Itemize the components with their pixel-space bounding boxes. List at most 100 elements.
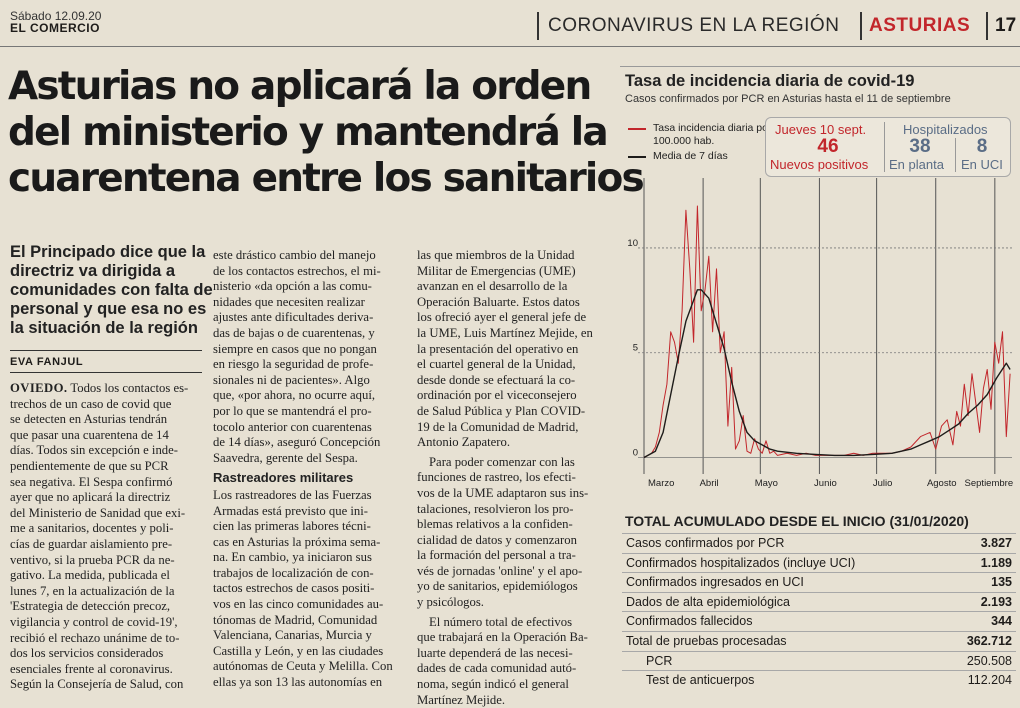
body-column-2: este drástico cambio del manejo de los co… — [213, 248, 409, 691]
chart-title: Tasa de incidencia diaria de covid-19 — [625, 72, 915, 90]
table-title: TOTAL ACUMULADO DESDE EL INICIO (31/01/2… — [625, 513, 969, 529]
table-row-value: 2.193 — [980, 594, 1012, 609]
table-row-label: Confirmados ingresados en UCI — [626, 575, 804, 590]
byline-rule — [10, 350, 202, 351]
body-text-line: Operación Baluarte. Estos datos — [417, 294, 580, 309]
seven-day-average-line — [643, 289, 1011, 459]
table-row-value: 344 — [991, 614, 1012, 629]
table-row-label: Test de anticuerpos — [646, 673, 755, 688]
table-row: Confirmados hospitalizados (incluye UCI)… — [622, 552, 1016, 573]
chart-legend: Tasa incidencia diaria por 100.000 hab. … — [628, 122, 778, 166]
body-text-line: Para poder comenzar con las — [429, 454, 575, 469]
byline-rule — [10, 372, 202, 373]
body-text-line: luarte dependerá de las necesi- — [417, 645, 573, 660]
page-number: 17 — [995, 15, 1017, 36]
body-text-line: sea negativa. El Sespa confirmó — [10, 474, 173, 489]
subhead-line: la situación de la región — [10, 319, 198, 337]
stats-day: Jueves 10 sept. — [775, 122, 867, 137]
body-text-line: Armadas está previsto que ini- — [213, 503, 369, 518]
table-row-value: 112.204 — [967, 673, 1012, 688]
header-divider — [860, 12, 862, 40]
body-text-line: vés de jornadas 'online' y el apo- — [417, 563, 583, 578]
ward-label: En planta — [889, 157, 944, 172]
table-row-label: Casos confirmados por PCR — [626, 536, 785, 550]
legend-swatch — [628, 156, 646, 158]
headline-line: cuarentena entre los sanitarios — [8, 156, 645, 201]
subhead-line: El Principado dice que la — [10, 243, 206, 261]
table-row: Total de pruebas procesadas 362.712 — [622, 630, 1016, 651]
body-text-line: ellas ya son 13 las autonomías en — [213, 675, 383, 690]
x-tick-label: Septiembre — [965, 478, 1014, 489]
y-tick-label: 0 — [633, 448, 638, 459]
table-row: PCR 250.508 — [622, 650, 1016, 671]
body-text-line: el cuartel general de la Unidad, — [417, 357, 576, 372]
stats-box — [765, 117, 1011, 177]
body-text-line: sionales ni de pacientes». Algo — [213, 372, 370, 387]
totals-table: Casos confirmados por PCR 3.827 Confirmado… — [622, 533, 1016, 690]
article-headline: Asturias no aplicará la orden del minist… — [8, 64, 645, 202]
y-tick-label: 5 — [633, 343, 638, 354]
body-text-line: Martínez Mejide. — [417, 692, 506, 707]
body-text-line: nidades que necesiten realizar — [213, 294, 365, 309]
body-text-line: Antonio Zapatero. — [417, 435, 511, 450]
new-positives-label: Nuevos positivos — [770, 157, 869, 172]
body-text-line: talaciones, resolvieron los pro- — [417, 501, 574, 516]
body-text-line: avanzan en el desarrollo de la — [417, 279, 568, 294]
body-text-line: las que miembros de la Unidad — [417, 248, 575, 262]
stats-divider — [955, 138, 956, 172]
body-text-line: ajustes ante dificultades deriva- — [213, 310, 374, 325]
body-text-line: noma, según indicó el general — [417, 677, 569, 692]
body-text-line: de 14 días», aseguró Concepción — [213, 435, 381, 450]
body-text-line: desde donde se efectuará la co- — [417, 372, 576, 387]
daily-rate-line — [643, 205, 1011, 458]
body-text-line: esenciales frente al coronavirus. — [10, 661, 173, 676]
body-text-line: tocolo anterior con cuarentenas — [213, 419, 372, 434]
chart-top-rule — [620, 66, 1020, 67]
body-text-line: blemas relativos a la confiden- — [417, 517, 573, 532]
body-text-line: Los rastreadores de las Fuerzas — [213, 487, 372, 502]
body-text-line: trechos de un caso de covid que — [10, 396, 172, 411]
legend-item-daily: Tasa incidencia diaria por 100.000 hab. — [628, 122, 778, 147]
table-row: Casos confirmados por PCR 3.827 — [622, 533, 1016, 553]
body-text-line: en riesgo la seguridad de profe- — [213, 357, 374, 372]
body-text-line: días. Todos sin excepción e inde- — [10, 443, 179, 458]
new-positives-value: 46 — [817, 136, 839, 157]
body-text-line: El número total de efectivos — [429, 614, 573, 629]
subhead-line: comunidades con falta de — [10, 281, 213, 299]
body-text-line: 19 de la Comunidad de Madrid, — [417, 419, 579, 434]
body-column-1: OVIEDO. Todos los contactos es-trechos d… — [10, 381, 206, 693]
body-text-line: gativo. La medida, publicada el — [10, 568, 170, 583]
header-divider — [537, 12, 539, 40]
body-text-line: de los contactos estrechos, el mi- — [213, 263, 381, 278]
byline: EVA FANJUL — [10, 356, 84, 368]
body-text-line: cialidad de datos y comenzaron — [417, 532, 577, 547]
article-subhead: El Principado dice que la directriz va d… — [10, 243, 213, 338]
table-row: Confirmados ingresados en UCI 135 — [622, 572, 1016, 592]
body-text-line: yo de sanitarios, epidemiólogos — [417, 579, 578, 594]
table-row-value: 3.827 — [980, 536, 1012, 550]
icu-value: 8 — [976, 136, 988, 157]
headline-line: del ministerio y mantendrá la — [8, 110, 609, 155]
legend-label: Media de 7 días — [653, 150, 728, 162]
body-text-line: pendientemente de que su PCR — [10, 458, 169, 473]
stats-divider — [884, 122, 885, 172]
body-text-line: 'Estrategia de detección precoz, — [10, 599, 171, 614]
body-text-line: este drástico cambio del manejo — [213, 248, 376, 262]
body-text-line: Valenciana, Canarias, Murcia y — [213, 628, 372, 643]
legend-label: Tasa incidencia diaria por 100.000 hab. — [653, 122, 772, 147]
body-text-line: tactos estrechos de casos positi- — [213, 581, 375, 596]
body-text-line: Militar de Emergencias (UME) — [417, 263, 576, 278]
section-title: CORONAVIRUS EN LA REGIÓN — [548, 15, 840, 36]
icu-label: En UCI — [961, 157, 1003, 172]
header-divider — [986, 12, 988, 40]
dateline-city: OVIEDO. — [10, 381, 68, 395]
table-row: Test de anticuerpos 112.204 — [622, 670, 1016, 690]
newspaper-name: EL COMERCIO — [10, 21, 100, 35]
body-text-line: vos de la UME adaptaron sus ins- — [417, 485, 589, 500]
body-text-line: por lo que se mantendrá el pro- — [213, 403, 372, 418]
body-text-line: trabajos de localización de con- — [213, 565, 374, 580]
incidence-chart: Marzo Abril Mayo Junio Julio Agosto Septiembre… — [627, 178, 1014, 489]
x-tick-label: Julio — [873, 478, 893, 489]
table-row-value: 362.712 — [966, 633, 1012, 648]
body-text-line: na. En cambio, ya iniciaron sus — [213, 550, 372, 565]
